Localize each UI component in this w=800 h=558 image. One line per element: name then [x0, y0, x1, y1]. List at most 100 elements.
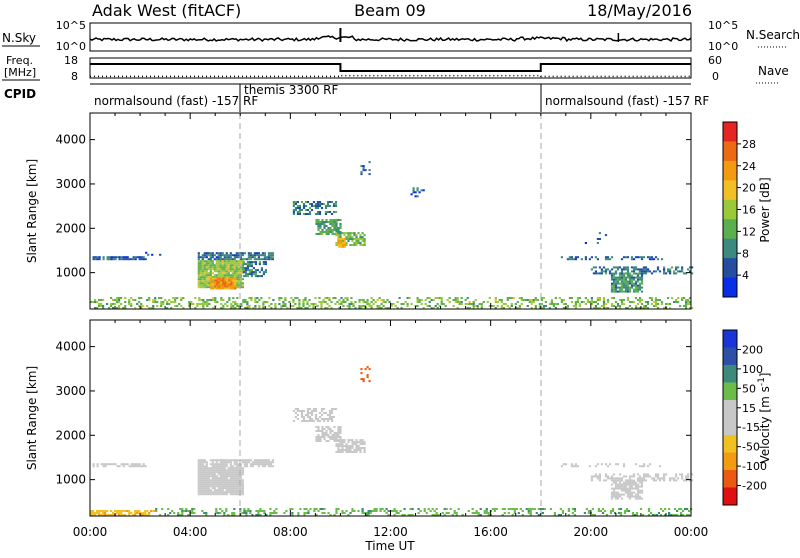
range-gate-cell [353, 510, 356, 512]
range-gate-cell [151, 253, 154, 256]
range-gate-cell [626, 479, 630, 482]
range-gate-cell [634, 266, 638, 269]
range-gate-cell [475, 512, 478, 514]
range-gate-cell [222, 285, 225, 288]
range-gate-cell [544, 301, 547, 303]
range-gate-cell [213, 475, 216, 478]
range-gate-cell [616, 305, 620, 307]
range-gate-cell [572, 258, 575, 261]
range-gate-cell [328, 414, 332, 416]
range-gate-cell [316, 418, 320, 420]
range-gate-cell [667, 303, 670, 305]
range-gate-cell [203, 469, 206, 472]
range-gate-cell [315, 233, 318, 235]
nsky-tick-top: 10^5 [56, 19, 86, 32]
range-gate-cell [227, 489, 230, 492]
range-gate-cell [227, 469, 230, 472]
range-gate-cell [237, 286, 240, 289]
range-gate-cell [590, 475, 593, 478]
range-gate-cell [500, 301, 503, 303]
range-gate-cell [316, 203, 320, 205]
range-gate-cell [257, 463, 260, 466]
range-gate-cell [207, 481, 210, 484]
range-gate-cell [229, 274, 232, 277]
range-gate-cell [236, 297, 239, 299]
range-gate-cell [203, 274, 206, 277]
range-gate-cell [209, 489, 212, 492]
range-gate-cell [502, 307, 505, 309]
range-gate-cell [122, 463, 125, 466]
range-gate-cell [416, 305, 419, 307]
range-gate-cell [347, 514, 350, 516]
range-gate-cell [96, 307, 99, 309]
colorbar-cell [723, 219, 737, 240]
range-gate-cell [679, 473, 682, 476]
range-gate-cell [453, 510, 456, 512]
range-gate-cell [682, 514, 685, 516]
range-gate-cell [203, 493, 206, 496]
range-gate-cell [124, 510, 127, 512]
range-gate-cell [267, 256, 270, 259]
range-gate-cell [472, 305, 475, 307]
range-gate-cell [213, 483, 216, 486]
range-gate-cell [210, 283, 213, 286]
range-gate-cell [363, 244, 366, 246]
range-gate-cell [628, 282, 632, 285]
range-gate-cell [205, 475, 208, 478]
range-gate-cell [221, 459, 224, 462]
range-gate-cell [496, 301, 499, 303]
range-gate-cell [245, 461, 248, 464]
range-gate-cell [112, 299, 115, 301]
range-gate-cell [474, 299, 477, 301]
range-gate-cell [584, 258, 587, 261]
range-gate-cell [341, 512, 344, 514]
range-gate-cell [681, 266, 684, 269]
range-gate-cell [605, 514, 609, 516]
range-gate-cell [316, 207, 320, 209]
range-gate-cell [618, 290, 622, 293]
range-gate-cell [673, 301, 676, 303]
range-gate-cell [330, 412, 334, 414]
range-gate-cell [588, 465, 591, 468]
range-gate-cell [263, 256, 266, 259]
range-gate-cell [205, 485, 208, 488]
range-gate-cell [210, 285, 213, 288]
range-gate-cell [262, 303, 265, 305]
range-gate-cell [245, 258, 248, 261]
range-gate-cell [333, 514, 336, 516]
range-gate-cell [640, 270, 644, 273]
range-gate-cell [205, 284, 208, 287]
range-gate-cell [203, 477, 206, 480]
range-gate-cell [246, 267, 249, 270]
range-gate-cell [630, 280, 634, 283]
range-gate-cell [337, 245, 341, 248]
range-gate-cell [614, 481, 618, 484]
range-gate-cell [610, 483, 614, 486]
range-gate-cell [221, 465, 224, 468]
range-gate-cell [227, 475, 230, 478]
range-gate-cell [130, 258, 133, 261]
range-gate-cell [291, 512, 294, 514]
range-gate-cell [347, 240, 350, 242]
range-gate-cell [94, 514, 97, 516]
range-gate-cell [237, 284, 240, 287]
range-gate-cell [614, 495, 618, 498]
range-gate-cell [383, 510, 386, 512]
range-gate-cell [655, 514, 659, 516]
range-gate-cell [297, 512, 300, 514]
range-gate-cell [669, 268, 672, 271]
range-gate-cell [640, 307, 644, 309]
range-gate-cell [689, 307, 692, 309]
range-gate-cell [104, 510, 107, 512]
range-gate-cell [574, 307, 577, 309]
range-gate-cell [232, 281, 235, 284]
range-gate-cell [221, 487, 224, 490]
range-gate-cell [664, 514, 667, 516]
range-gate-cell [634, 307, 638, 309]
range-gate-cell [361, 447, 364, 449]
range-gate-cell [236, 305, 239, 307]
range-gate-cell [460, 301, 463, 303]
range-gate-cell [209, 268, 212, 271]
range-gate-cell [233, 483, 236, 486]
range-gate-cell [219, 477, 222, 480]
